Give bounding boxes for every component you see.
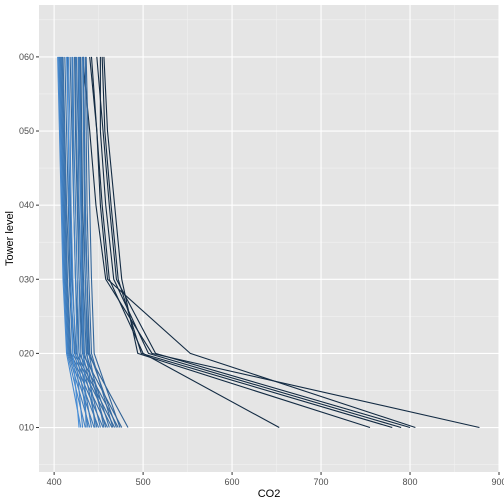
series-line [57, 56, 82, 428]
series-line [82, 56, 105, 428]
y-tick-label: 020 [19, 348, 34, 358]
y-tick-label: 010 [19, 423, 34, 433]
series-line [71, 56, 89, 428]
minor-gridlines [39, 5, 499, 472]
series-line [67, 56, 84, 428]
series-line [101, 56, 393, 429]
y-tick-label: 060 [19, 52, 34, 62]
series-line [82, 56, 480, 429]
x-tick-label: 700 [314, 477, 329, 487]
series-line [75, 56, 101, 428]
series-line [99, 56, 402, 429]
series-line [85, 56, 121, 428]
x-tick-label: 500 [136, 477, 151, 487]
series-line [79, 56, 110, 428]
series-line [66, 56, 80, 428]
x-axis: 400 500 600 700 800 900 [47, 472, 504, 487]
x-tick-label: 400 [47, 477, 62, 487]
series-lines [57, 56, 480, 429]
y-tick-label: 050 [19, 126, 34, 136]
series-line [82, 56, 96, 428]
y-axis-title: Tower level [4, 211, 16, 266]
series-line [60, 56, 100, 428]
y-axis: 010 020 030 040 050 060 [19, 52, 39, 433]
series-line [84, 56, 114, 428]
major-gridlines [39, 5, 500, 472]
x-axis-title: CO2 [258, 488, 281, 500]
y-tick-label: 040 [19, 200, 34, 210]
y-tick-label: 030 [19, 274, 34, 284]
x-tick-label: 800 [403, 477, 418, 487]
series-line [58, 56, 86, 428]
x-tick-label: 600 [225, 477, 240, 487]
series-line [58, 56, 91, 428]
series-line [103, 56, 371, 429]
series-line [72, 56, 93, 428]
series-line [90, 56, 280, 429]
series-line [78, 56, 87, 428]
panel-background [39, 5, 499, 472]
series-line [96, 56, 411, 429]
x-tick-label: 900 [491, 477, 504, 487]
